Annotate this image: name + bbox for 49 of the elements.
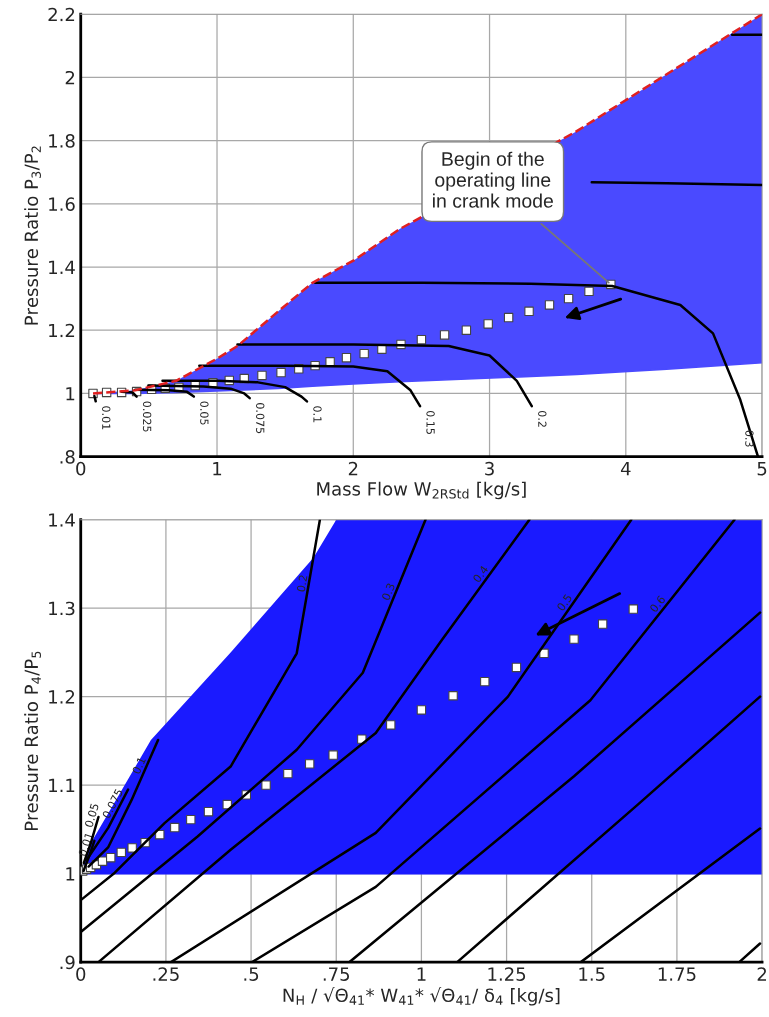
y-tick-label: 1.2 — [49, 690, 75, 704]
y-tick-label: 1.6 — [49, 197, 75, 211]
x-tick-label: .25 — [153, 967, 179, 981]
x-tick-label: .75 — [323, 967, 350, 981]
y-tick-label: 1 — [66, 867, 75, 881]
x-tick-label: 0 — [76, 461, 86, 476]
y-tick-label: .8 — [60, 450, 75, 464]
y-axis-title: Pressure Ratio P$_{4}$/P$_{5}$ — [24, 651, 41, 831]
y-axis-title: Pressure Ratio P$_{3}$/P$_{2}$ — [24, 146, 41, 325]
text: 0.5 — [556, 593, 573, 612]
y-tick-label: 1.4 — [49, 513, 75, 527]
x-tick-label: 5 — [757, 462, 767, 476]
text: 0.1 — [313, 406, 322, 423]
text: 0.075 — [256, 403, 265, 434]
x-tick-label: 1.5 — [579, 967, 605, 981]
text: 0.01 — [102, 406, 111, 430]
y-tick-label: 1 — [66, 387, 75, 401]
text: 0.025 — [142, 401, 152, 432]
x-axis-title: Mass Flow W$_{2RStd}$ [kg/s] — [317, 481, 526, 500]
text: 0.15 — [426, 410, 435, 435]
annotation: Begin of the operating line in crank mode — [433, 151, 553, 208]
text: 0.1 — [131, 756, 146, 775]
y-tick-label: .9 — [60, 955, 75, 970]
text: 0.2 — [538, 410, 547, 427]
x-tick-label: 0 — [76, 967, 86, 981]
x-tick-label: 4 — [620, 462, 631, 476]
y-tick-label: 2 — [65, 70, 75, 85]
x-tick-label: 1.75 — [658, 967, 696, 981]
text: 0.4 — [472, 564, 489, 584]
text: 0.2 — [296, 574, 308, 593]
y-tick-label: 1.8 — [49, 134, 75, 148]
y-tick-label: 1.2 — [49, 323, 75, 338]
text: N$_{H}$ / √Θ$_{41}$* W$_{41}$* √Θ$_{41}$/ δ$_{4}$ [kg/s] — [283, 987, 560, 1006]
text: 0.6 — [649, 594, 666, 613]
text: 0.3 — [745, 430, 754, 447]
x-tick-label: 3 — [485, 461, 494, 476]
text: 0.3 — [381, 582, 396, 601]
x-tick-label: 1 — [213, 462, 222, 476]
y-tick-label: 1.4 — [49, 260, 75, 274]
text: 0.05 — [200, 401, 209, 425]
x-tick-label: .5 — [244, 967, 259, 981]
x-tick-label: 2 — [757, 967, 767, 981]
text: 0.05 — [84, 803, 99, 828]
y-tick-label: 2.2 — [48, 7, 75, 22]
x-tick-label: 2 — [348, 461, 358, 476]
y-tick-label: 1.1 — [49, 778, 75, 792]
y-tick-label: 1.3 — [49, 601, 75, 616]
x-tick-label: 1.25 — [488, 967, 526, 981]
x-tick-label: 1 — [417, 967, 426, 981]
